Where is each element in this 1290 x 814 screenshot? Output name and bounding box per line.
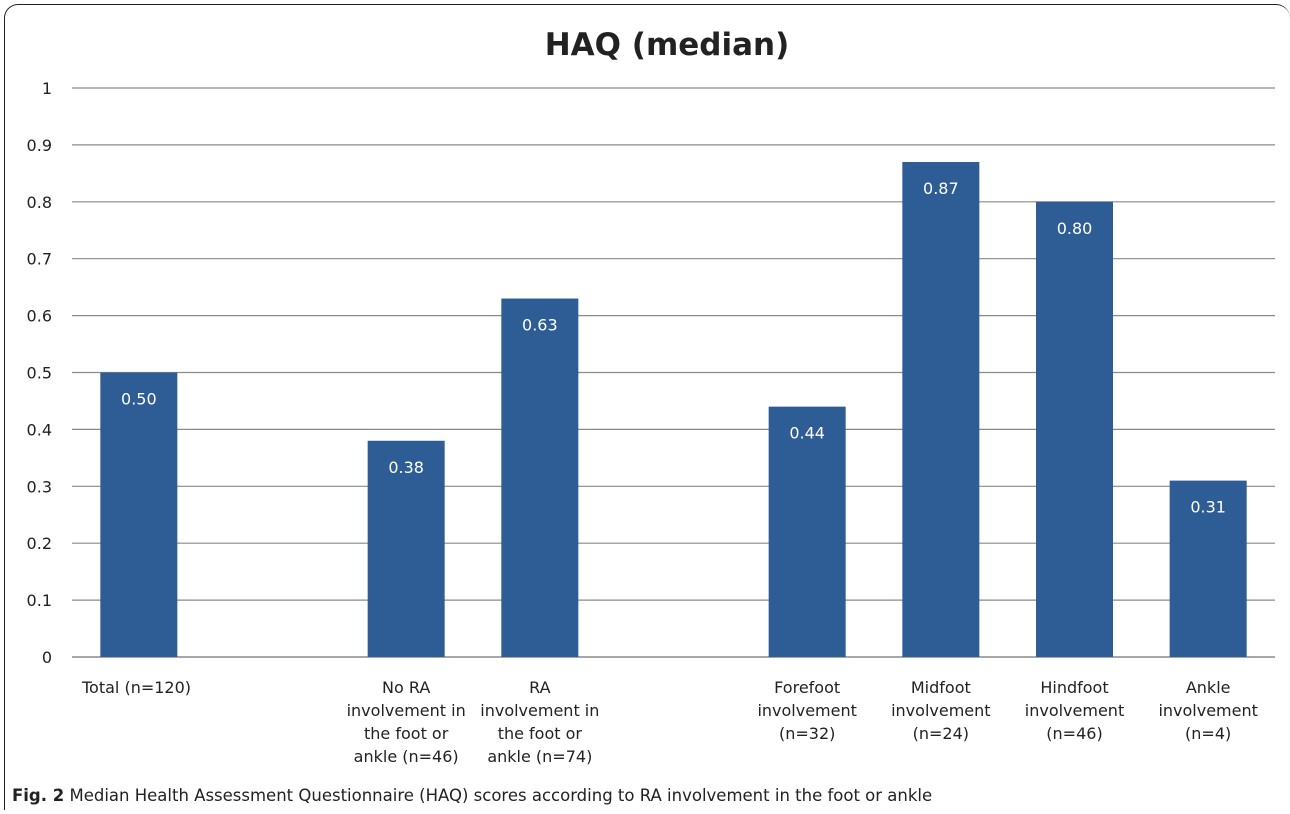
y-tick-label: 0.5 — [27, 364, 52, 383]
x-tick-label: Total (n=120) — [81, 678, 191, 697]
x-tick-label: Midfoot — [911, 678, 971, 697]
y-tick-label: 0.4 — [27, 420, 52, 439]
data-label: 0.50 — [121, 390, 157, 409]
x-tick-label: involvement — [891, 701, 990, 720]
y-tick-label: 0.9 — [27, 136, 52, 155]
x-tick-label: (n=46) — [1046, 724, 1102, 743]
x-tick-label: Ankle — [1186, 678, 1231, 697]
x-tick-label: ankle (n=74) — [487, 747, 592, 766]
x-tick-label: the foot or — [498, 724, 583, 743]
x-axis-ticks: Total (n=120) No RA involvement in the foot… — [81, 678, 1258, 766]
data-label: 0.80 — [1057, 219, 1093, 238]
x-tick-label: Hindfoot — [1040, 678, 1108, 697]
bar — [1169, 480, 1247, 657]
bar — [501, 298, 579, 657]
x-tick-label: Forefoot — [774, 678, 840, 697]
x-tick-label: involvement in — [480, 701, 599, 720]
bar — [902, 161, 980, 657]
x-tick-label: the foot or — [364, 724, 449, 743]
y-axis-ticks: 0 0.1 0.2 0.3 0.4 0.5 0.6 0.7 0.8 0.9 1 — [27, 79, 52, 667]
bar — [1036, 201, 1113, 658]
y-tick-label: 0 — [42, 648, 52, 667]
data-label: 0.87 — [923, 179, 959, 198]
bar — [100, 372, 178, 657]
x-tick-label: ankle (n=46) — [354, 747, 459, 766]
figure-label: Fig. 2 — [12, 786, 65, 805]
data-label: 0.63 — [522, 316, 558, 335]
x-tick-label: involvement — [757, 701, 856, 720]
data-label: 0.44 — [789, 424, 825, 443]
x-tick-label: involvement in — [347, 701, 466, 720]
x-tick-label: involvement — [1158, 701, 1257, 720]
y-tick-label: 1 — [42, 79, 52, 98]
y-tick-label: 0.2 — [27, 534, 52, 553]
caption-text: Median Health Assessment Questionnaire (… — [64, 786, 933, 805]
y-tick-label: 0.1 — [27, 591, 52, 610]
bar-chart: HAQ (median) 0 0.1 0.2 0.3 0.4 0.5 0.6 0.7 0.8 0.… — [27, 27, 1275, 766]
bar — [367, 440, 445, 657]
x-tick-label: No RA — [382, 678, 430, 697]
x-tick-label: RA — [529, 678, 550, 697]
bar — [768, 406, 846, 657]
figure-caption: Fig. 2 Median Health Assessment Question… — [12, 786, 932, 805]
y-tick-label: 0.3 — [27, 477, 52, 496]
data-labels: 0.50 0.38 0.63 0.44 0.87 0.80 0.31 — [121, 179, 1226, 517]
data-label: 0.38 — [388, 458, 424, 477]
y-tick-label: 0.7 — [27, 250, 52, 269]
y-tick-label: 0.6 — [27, 307, 52, 326]
x-tick-label: (n=32) — [779, 724, 835, 743]
y-tick-label: 0.8 — [27, 193, 52, 212]
bars — [100, 161, 1247, 658]
x-tick-label: (n=24) — [913, 724, 969, 743]
x-tick-label: (n=4) — [1185, 724, 1231, 743]
chart-title: HAQ (median) — [545, 27, 790, 63]
data-label: 0.31 — [1190, 498, 1226, 517]
figure-frame — [4, 4, 1290, 810]
x-tick-label: involvement — [1025, 701, 1124, 720]
